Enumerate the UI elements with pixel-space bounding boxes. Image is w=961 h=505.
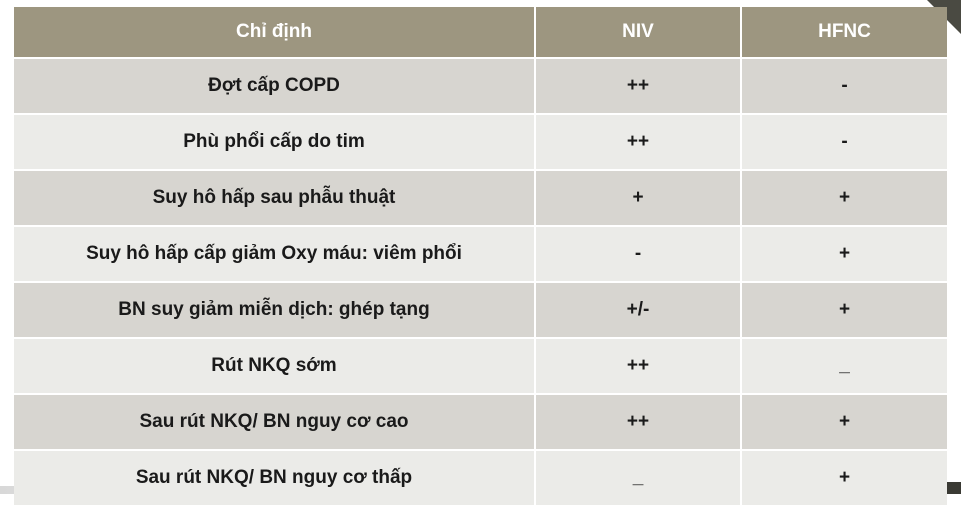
niv-cell: + [534,169,741,226]
hfnc-cell: - [740,113,947,170]
hfnc-cell: + [740,225,947,282]
hfnc-cell: _ [740,337,947,394]
indication-cell: Suy hô hấp cấp giảm Oxy máu: viêm phổi [14,225,535,282]
indication-cell: BN suy giảm miễn dịch: ghép tạng [14,281,535,338]
indication-cell: Đợt cấp COPD [14,57,535,114]
niv-cell: _ [534,449,741,505]
niv-cell: ++ [534,393,741,450]
table-header-row: Chỉ định NIV HFNC [14,7,947,58]
niv-cell: ++ [534,113,741,170]
header-hfnc: HFNC [740,7,947,58]
niv-cell: ++ [534,337,741,394]
table-row: Sau rút NKQ/ BN nguy cơ thấp _ + [14,449,947,505]
table-row: Suy hô hấp cấp giảm Oxy máu: viêm phổi -… [14,225,947,282]
header-indication: Chỉ định [14,7,535,58]
indication-cell: Sau rút NKQ/ BN nguy cơ cao [14,393,535,450]
table-row: Suy hô hấp sau phẫu thuật + + [14,169,947,226]
niv-cell: +/- [534,281,741,338]
niv-cell: ++ [534,57,741,114]
hfnc-cell: + [740,393,947,450]
table-row: Rút NKQ sớm ++ _ [14,337,947,394]
hfnc-cell: - [740,57,947,114]
header-niv: NIV [534,7,741,58]
table-row: Phù phổi cấp do tim ++ - [14,113,947,170]
indication-cell: Rút NKQ sớm [14,337,535,394]
table-row: BN suy giảm miễn dịch: ghép tạng +/- + [14,281,947,338]
hfnc-cell: + [740,169,947,226]
table-row: Sau rút NKQ/ BN nguy cơ cao ++ + [14,393,947,450]
hfnc-cell: + [740,449,947,505]
table-row: Đợt cấp COPD ++ - [14,57,947,114]
hfnc-cell: + [740,281,947,338]
indication-table: Chỉ định NIV HFNC Đợt cấp COPD ++ - Phù … [14,7,947,505]
indication-cell: Sau rút NKQ/ BN nguy cơ thấp [14,449,535,505]
niv-cell: - [534,225,741,282]
indication-cell: Phù phổi cấp do tim [14,113,535,170]
indication-cell: Suy hô hấp sau phẫu thuật [14,169,535,226]
